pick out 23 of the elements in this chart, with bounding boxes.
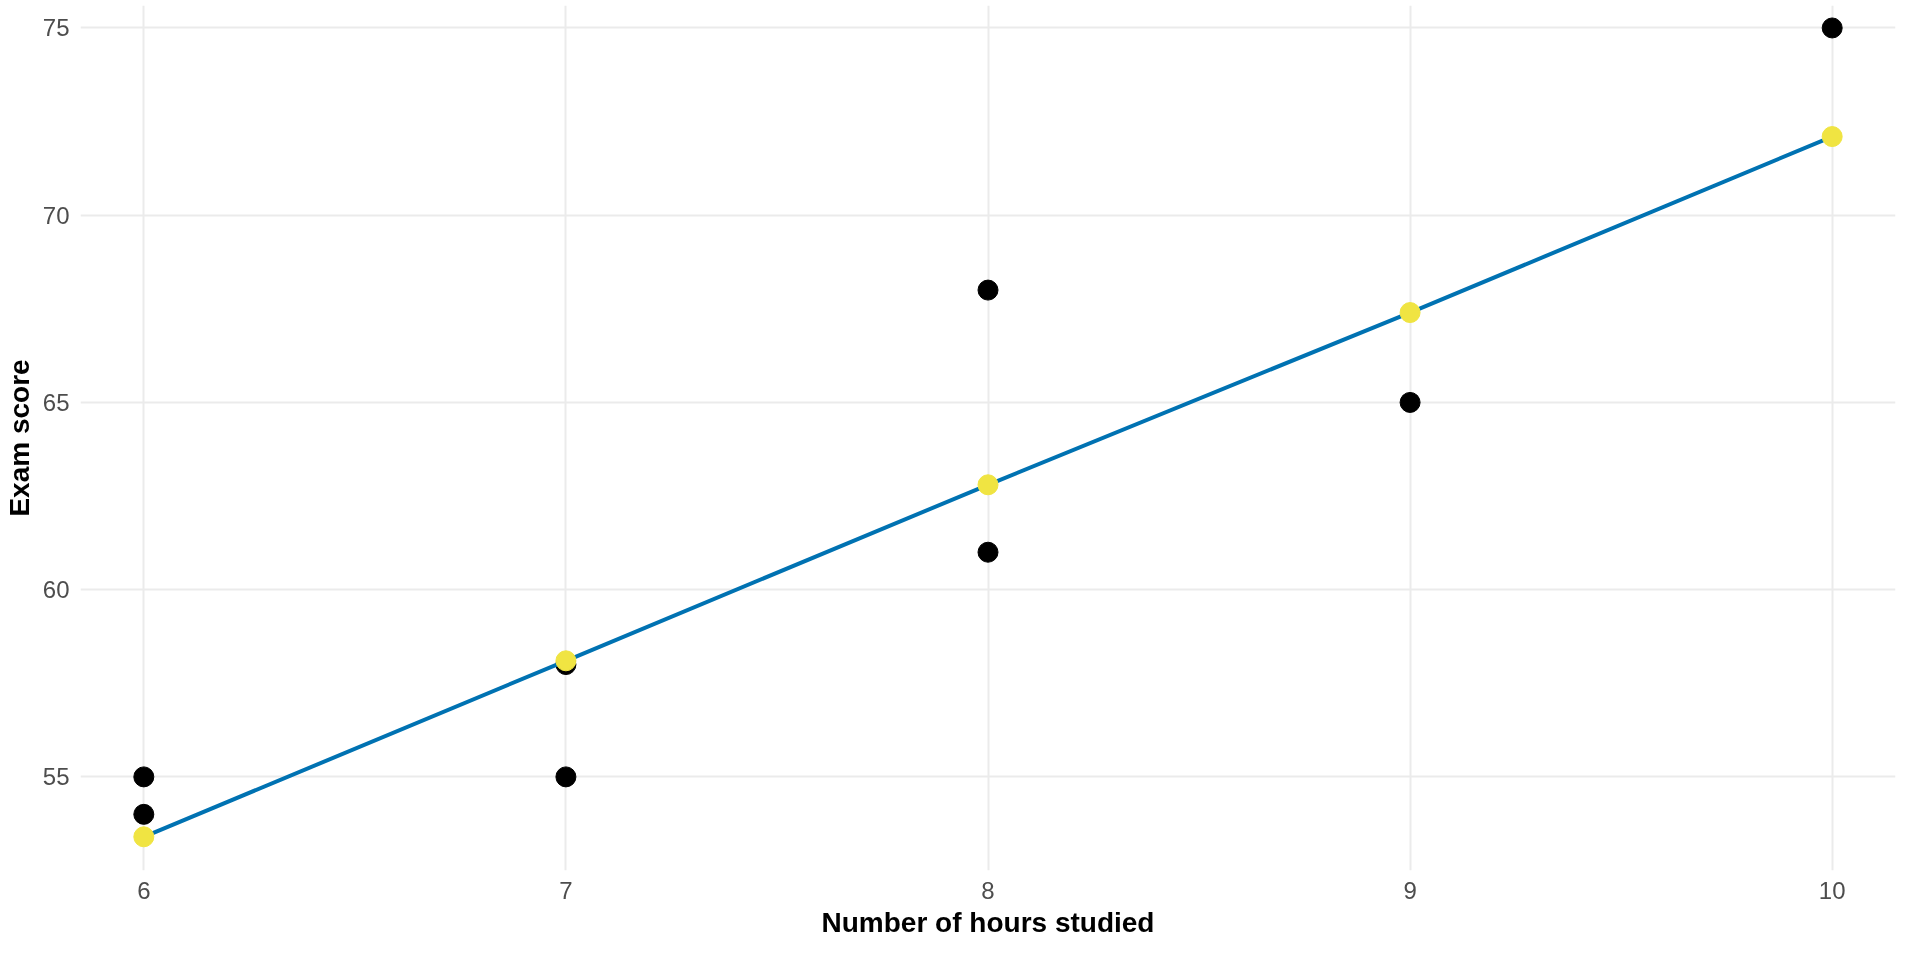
y-tick-label: 70 [42,201,70,229]
point [1399,302,1421,324]
x-tick-label: 10 [1818,876,1846,904]
x-axis-title: Number of hours studied [821,906,1155,938]
point [977,474,999,496]
point [133,803,155,825]
x-tick-label: 9 [1403,876,1417,904]
point [977,541,999,563]
x-tick-label: 8 [981,876,995,904]
point [133,826,155,848]
point [1399,391,1421,413]
y-tick-label: 65 [42,388,70,416]
point [977,279,999,301]
y-tick-label: 75 [42,14,70,42]
point [1821,126,1843,148]
y-axis-title: Exam score [3,359,35,517]
x-tick-label: 6 [137,876,151,904]
y-tick-label: 60 [42,576,70,604]
point [555,766,577,788]
y-tick-label: 55 [42,763,70,791]
x-tick-label: 7 [559,876,573,904]
point [1821,17,1843,39]
point [133,766,155,788]
